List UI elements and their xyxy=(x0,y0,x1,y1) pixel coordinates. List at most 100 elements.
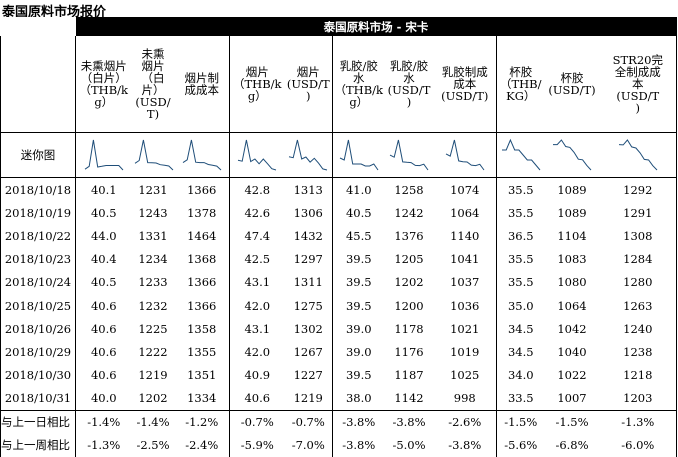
price-cell: 1200 xyxy=(394,298,424,313)
price-cell: 39.5 xyxy=(332,363,385,387)
table-row: 2018/10/19 40.5 1243 1378 42.6 1306 40.5 1242 10… xyxy=(0,201,678,225)
sparkline-cell xyxy=(75,132,132,178)
sparkline-line xyxy=(182,139,222,171)
header-line: 未熏烟片 xyxy=(80,59,127,73)
change-cell: -5.9% xyxy=(229,433,285,457)
price-cell: 1041 xyxy=(450,252,480,267)
price-cell: 40.6 xyxy=(229,386,285,411)
column-header: 乳胶/胶水（THB/k g） xyxy=(332,36,385,133)
price-cell: 1284 xyxy=(599,247,678,271)
price-cell: 1202 xyxy=(394,275,424,290)
sparkline xyxy=(182,139,222,171)
price-cell: 1187 xyxy=(394,368,424,383)
price-cell: 33.5 xyxy=(496,386,545,411)
change-row: 与上一日相比 -1.4% -1.4% -1.2% -0.7% -0.7% -3.8% -3.8… xyxy=(0,409,678,434)
header-line: STR20完 xyxy=(612,53,663,67)
price-cell: 47.4 xyxy=(229,224,285,248)
header-line: （白 xyxy=(141,71,165,85)
price-cell: 36.5 xyxy=(496,224,545,248)
price-cell: 1291 xyxy=(599,201,678,225)
price-cell: 40.5 xyxy=(332,201,385,225)
price-cell: 1232 xyxy=(138,298,168,313)
price-cell: 34.5 xyxy=(496,340,545,364)
change-cell: -3.8% xyxy=(448,438,482,453)
price-cell: 1297 xyxy=(293,252,323,267)
change-cell: -1.4% xyxy=(131,409,175,434)
price-cell: 1234 xyxy=(138,252,168,267)
header-line: 片） xyxy=(141,83,165,97)
change-cell: -6.0% xyxy=(599,433,678,457)
header-line: （THB/k xyxy=(79,83,129,97)
change-label: 与上一日相比 xyxy=(0,409,76,434)
price-cell: 998 xyxy=(453,391,476,406)
change-cell: -1.3% xyxy=(599,409,678,434)
sparkline-line xyxy=(501,138,541,171)
column-header: 烟片制 成成本 xyxy=(174,36,230,133)
price-cell: 1334 xyxy=(187,391,217,406)
header-line: 杯胶 xyxy=(560,71,584,85)
sparkline-cell xyxy=(496,132,545,178)
column-header: 杯胶 (USD/T) xyxy=(544,36,600,133)
price-cell: 1218 xyxy=(599,363,678,387)
price-cell: 1140 xyxy=(450,228,480,243)
price-cell: 1203 xyxy=(599,386,678,411)
header-line: 烟片 xyxy=(245,65,269,79)
header-line: ) xyxy=(406,95,412,109)
header-line: g） xyxy=(349,95,369,109)
price-cell: 1064 xyxy=(450,205,480,220)
sparkline xyxy=(238,139,277,171)
price-cell: 1219 xyxy=(293,391,323,406)
price-cell: 42.0 xyxy=(229,293,285,318)
change-cell: -5.0% xyxy=(392,438,426,453)
price-cell: 1219 xyxy=(138,368,168,383)
price-cell: 1358 xyxy=(187,321,217,336)
table-row: 2018/10/30 40.6 1219 1351 40.9 1227 39.5 1187 10… xyxy=(0,363,678,387)
price-cell: 40.5 xyxy=(75,201,132,225)
price-cell: 34.0 xyxy=(496,363,545,387)
price-cell: 1267 xyxy=(293,344,323,359)
sparkline-cell xyxy=(384,132,434,178)
price-cell: 1432 xyxy=(293,228,323,243)
price-cell: 1205 xyxy=(394,252,424,267)
price-cell: 1366 xyxy=(187,182,217,197)
price-cell: 1074 xyxy=(450,182,480,197)
price-cell: 40.9 xyxy=(229,363,285,387)
price-cell: 1368 xyxy=(187,252,217,267)
sparkline-line xyxy=(339,139,379,171)
change-cell: -0.7% xyxy=(284,409,333,434)
price-cell: 1238 xyxy=(599,340,678,364)
change-row: 与上一周相比 -1.3% -2.5% -2.4% -5.9% -7.0% -3.8% -5.0… xyxy=(0,433,678,457)
header-line: 乳胶/胶 xyxy=(339,59,378,73)
price-cell: 1080 xyxy=(557,275,587,290)
price-cell: 39.5 xyxy=(332,270,385,294)
date-cell: 2018/10/22 xyxy=(0,224,76,248)
price-table: 泰国原料市场 - 宋卡 未熏烟片 （白片） （THB/k g） 未熏 烟片 （白 片） (USD… xyxy=(0,17,678,457)
price-cell: 41.0 xyxy=(332,177,385,202)
price-cell: 1464 xyxy=(187,228,217,243)
sparkline-line xyxy=(84,139,124,171)
header-line: （THB/k xyxy=(334,83,384,97)
price-cell: 1355 xyxy=(187,344,217,359)
header-line: 乳胶制成 xyxy=(441,65,488,79)
change-cell: -3.8% xyxy=(332,409,385,434)
price-cell: 42.0 xyxy=(229,340,285,364)
table-row: 2018/10/18 40.1 1231 1366 42.8 1313 41.0 1258 10… xyxy=(0,177,678,202)
sparkline-cell xyxy=(131,132,175,178)
price-cell: 43.1 xyxy=(229,317,285,341)
header-line: g） xyxy=(247,89,267,103)
change-cell: -2.5% xyxy=(136,438,170,453)
header-line: ) xyxy=(306,89,311,103)
price-cell: 1366 xyxy=(187,298,217,313)
price-cell: 35.0 xyxy=(496,293,545,318)
price-cell: 1308 xyxy=(599,224,678,248)
price-cell: 40.5 xyxy=(75,270,132,294)
sparkline-cell xyxy=(332,132,385,178)
price-cell: 42.6 xyxy=(229,201,285,225)
header-line: 烟片 xyxy=(141,59,165,73)
page-title: 泰国原料市场报价 xyxy=(2,5,107,20)
price-cell: 39.0 xyxy=(332,340,385,364)
price-cell: 1351 xyxy=(187,368,217,383)
price-cell: 1275 xyxy=(293,298,323,313)
change-cell: -6.8% xyxy=(555,438,589,453)
header-line: 本 xyxy=(632,77,644,91)
